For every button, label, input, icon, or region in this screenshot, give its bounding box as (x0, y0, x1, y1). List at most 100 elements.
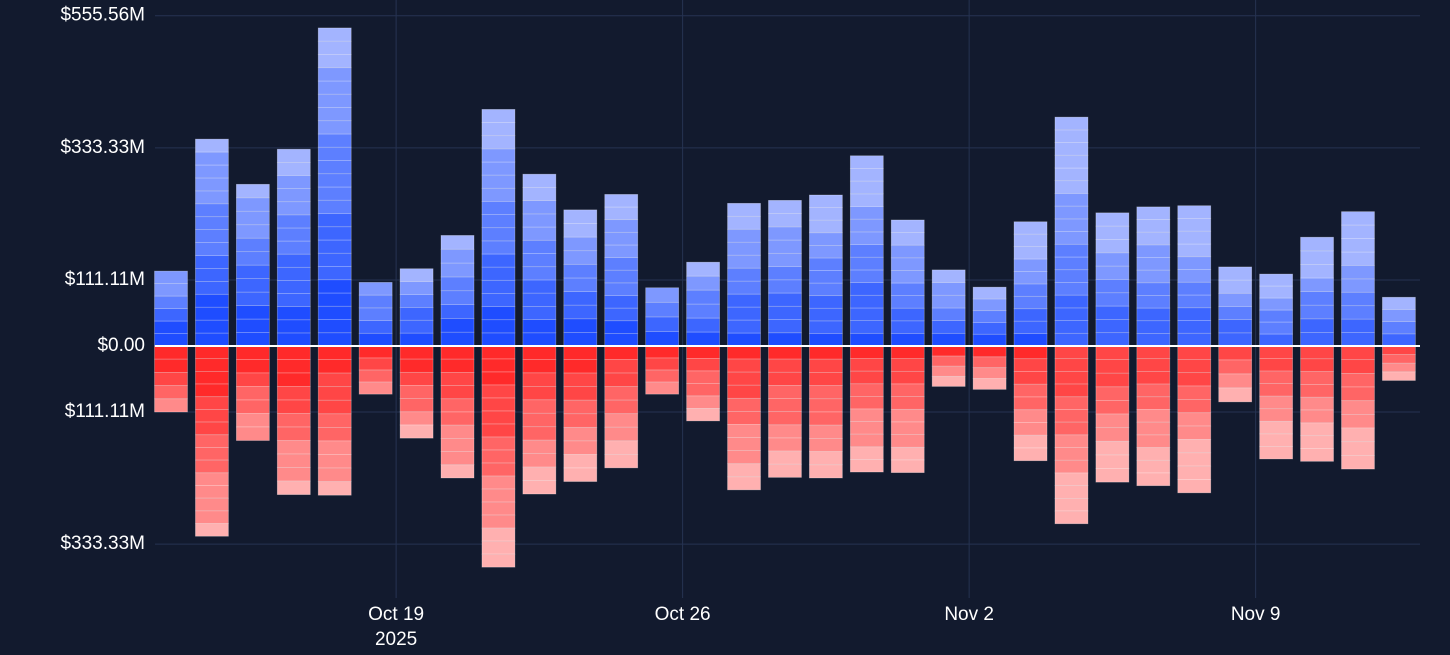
inflow-segment (522, 226, 557, 241)
inflow-segment (1300, 277, 1334, 292)
outflow-segment (1341, 345, 1375, 361)
outflow-segment (236, 372, 270, 387)
outflow-segment (1013, 383, 1048, 398)
outflow-bar (440, 345, 475, 479)
outflow-segment (1341, 441, 1375, 456)
outflow-segment (1341, 414, 1375, 429)
inflow-segment (481, 109, 516, 123)
outflow-segment (645, 369, 680, 383)
inflow-segment (195, 242, 229, 256)
inflow-segment (522, 266, 557, 281)
inflow-segment (440, 331, 475, 347)
outflow-segment (768, 345, 802, 360)
outflow-segment (931, 375, 966, 387)
inflow-segment (1177, 243, 1212, 258)
outflow-bar (849, 345, 884, 473)
outflow-segment (1054, 371, 1089, 385)
outflow-segment (727, 358, 761, 373)
inflow-segment (604, 206, 639, 221)
outflow-segment (604, 399, 639, 415)
inflow-segment (1259, 285, 1293, 299)
inflow-segment (1095, 292, 1130, 307)
inflow-segment (1341, 278, 1375, 293)
inflow-segment (195, 268, 229, 282)
outflow-segment (604, 426, 639, 442)
outflow-bar (563, 345, 598, 482)
inflow-segment (1095, 319, 1130, 334)
inflow-segment (849, 231, 884, 245)
inflow-segment (358, 320, 393, 334)
inflow-bar (1054, 116, 1089, 347)
inflow-segment (1136, 206, 1171, 220)
x-tick-label: Oct 19 (368, 604, 424, 625)
outflow-segment (1013, 396, 1048, 411)
bar-layer (154, 27, 1416, 568)
outflow-segment (481, 345, 516, 360)
outflow-segment (1177, 465, 1212, 480)
inflow-segment (890, 307, 925, 322)
inflow-segment (399, 319, 434, 334)
inflow-segment (768, 332, 802, 347)
outflow-segment (317, 345, 352, 360)
inflow-segment (440, 248, 475, 264)
inflow-segment (727, 332, 761, 347)
inflow-segment (849, 180, 884, 195)
outflow-segment (1136, 345, 1171, 360)
outflow-segment (1095, 386, 1130, 401)
outflow-segment (195, 345, 229, 360)
inflow-segment (276, 306, 311, 321)
outflow-segment (1013, 422, 1048, 436)
outflow-segment (1054, 409, 1089, 423)
inflow-segment (236, 183, 270, 199)
inflow-segment (236, 210, 270, 226)
inflow-segment (399, 294, 434, 308)
inflow-segment (604, 320, 639, 334)
inflow-segment (1177, 256, 1212, 270)
inflow-segment (522, 306, 557, 320)
inflow-segment (195, 319, 229, 334)
outflow-segment (604, 386, 639, 401)
inflow-segment (317, 120, 352, 135)
outflow-segment (195, 472, 229, 486)
outflow-segment (1095, 372, 1130, 388)
inflow-segment (604, 219, 639, 233)
inflow-segment (195, 280, 229, 295)
inflow-segment (1054, 142, 1089, 156)
outflow-segment (440, 451, 475, 466)
inflow-segment (522, 187, 557, 201)
outflow-bar (1218, 345, 1253, 403)
inflow-segment (849, 282, 884, 296)
inflow-segment (1259, 309, 1293, 323)
inflow-segment (236, 224, 270, 239)
inflow-segment (481, 240, 516, 255)
outflow-segment (276, 467, 311, 482)
outflow-segment (890, 383, 925, 398)
inflow-segment (317, 292, 352, 307)
inflow-segment (1259, 297, 1293, 311)
inflow-segment (849, 168, 884, 182)
inflow-segment (890, 257, 925, 271)
outflow-segment (1382, 354, 1416, 364)
inflow-bar (195, 138, 229, 347)
outflow-segment (440, 411, 475, 426)
inflow-segment (276, 188, 311, 203)
inflow-segment (1136, 282, 1171, 296)
inflow-segment (1013, 221, 1048, 235)
inflow-segment (890, 244, 925, 259)
inflow-segment (276, 201, 311, 216)
inflow-segment (236, 318, 270, 333)
inflow-segment (1300, 236, 1334, 252)
inflow-segment (1382, 333, 1416, 347)
outflow-segment (809, 398, 843, 413)
inflow-segment (1013, 271, 1048, 285)
inflow-segment (154, 308, 188, 322)
outflow-segment (1013, 409, 1048, 423)
outflow-segment (236, 413, 270, 428)
outflow-segment (849, 383, 884, 397)
outflow-bar (236, 345, 270, 441)
outflow-segment (727, 371, 761, 386)
inflow-segment (604, 333, 639, 347)
outflow-segment (276, 345, 311, 360)
inflow-bar (440, 235, 475, 347)
outflow-bar (1300, 345, 1334, 462)
